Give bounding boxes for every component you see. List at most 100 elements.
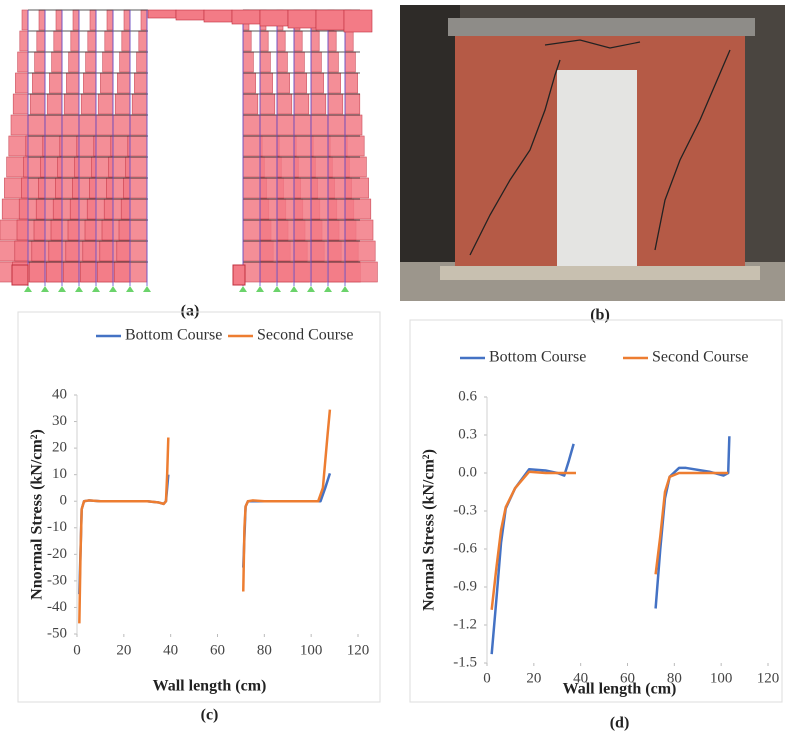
stress-bar bbox=[134, 72, 148, 94]
stress-bar bbox=[293, 30, 303, 52]
stress-bar bbox=[110, 135, 131, 157]
y-tick-label: -0.3 bbox=[453, 502, 477, 518]
base-beam bbox=[440, 266, 760, 280]
stress-bar bbox=[51, 51, 63, 73]
stress-bar bbox=[232, 264, 246, 286]
stress-bar bbox=[344, 261, 378, 283]
stress-bar bbox=[276, 51, 288, 73]
stress-bar bbox=[11, 264, 29, 286]
stress-bar bbox=[93, 135, 114, 157]
stress-bar bbox=[231, 9, 261, 25]
stress-bar bbox=[276, 30, 286, 52]
top-slab bbox=[448, 18, 755, 36]
stress-bar bbox=[42, 135, 63, 157]
stress-bar bbox=[131, 93, 148, 115]
y-tick-label: -0.6 bbox=[453, 540, 477, 556]
stress-bar bbox=[276, 135, 297, 157]
stress-bar bbox=[293, 93, 310, 115]
stress-bar bbox=[344, 72, 358, 94]
stress-bar bbox=[80, 93, 97, 115]
stress-bar bbox=[138, 30, 148, 52]
stress-bar bbox=[70, 30, 80, 52]
x-tick-label: 20 bbox=[116, 642, 131, 658]
x-tick-label: 120 bbox=[347, 642, 370, 658]
stress-bar bbox=[344, 198, 372, 220]
stress-bar bbox=[83, 72, 97, 94]
stress-bar bbox=[259, 93, 276, 115]
support bbox=[58, 286, 66, 292]
y-tick-label: -1.5 bbox=[453, 654, 477, 670]
x-axis-label: Wall length (cm) bbox=[563, 681, 677, 698]
y-tick-label: -20 bbox=[47, 546, 67, 562]
stress-bar bbox=[293, 135, 314, 157]
series-line bbox=[490, 436, 731, 655]
stress-bar bbox=[123, 9, 131, 31]
chart-frame bbox=[409, 319, 783, 703]
support bbox=[24, 286, 32, 292]
x-tick-label: 40 bbox=[573, 670, 588, 686]
legend-label: Second Course bbox=[652, 349, 748, 366]
y-tick-label: 30 bbox=[52, 413, 67, 429]
support bbox=[41, 286, 49, 292]
stress-bar bbox=[32, 72, 46, 94]
x-tick-label: 60 bbox=[210, 642, 225, 658]
support bbox=[239, 286, 247, 292]
stress-bar bbox=[140, 9, 148, 31]
crack bbox=[469, 59, 561, 256]
y-tick-label: 0.6 bbox=[458, 388, 477, 404]
stress-bar bbox=[242, 51, 254, 73]
stress-bar bbox=[112, 114, 131, 136]
support bbox=[290, 286, 298, 292]
stress-bar bbox=[46, 93, 63, 115]
y-tick-label: -10 bbox=[47, 519, 67, 535]
stress-bar bbox=[327, 51, 339, 73]
support bbox=[126, 286, 134, 292]
stress-bar bbox=[344, 114, 363, 136]
stress-bar bbox=[55, 9, 63, 31]
series-line bbox=[78, 472, 332, 595]
chart-caption: (c) bbox=[201, 707, 219, 724]
legend-label: Second Course bbox=[257, 327, 353, 344]
stress-bar bbox=[66, 72, 80, 94]
support bbox=[143, 286, 151, 292]
support bbox=[307, 286, 315, 292]
stress-bar bbox=[129, 114, 148, 136]
stress-bar bbox=[259, 72, 273, 94]
crack bbox=[544, 39, 641, 49]
stress-bar bbox=[104, 30, 114, 52]
stress-bar bbox=[327, 135, 348, 157]
x-tick-label: 120 bbox=[757, 670, 780, 686]
stress-bar bbox=[97, 93, 114, 115]
x-tick-label: 80 bbox=[257, 642, 272, 658]
stress-bar bbox=[310, 114, 329, 136]
stress-bar bbox=[344, 135, 365, 157]
stress-bar bbox=[276, 114, 295, 136]
stress-bar bbox=[344, 93, 361, 115]
stress-bar bbox=[310, 51, 322, 73]
stress-bar bbox=[118, 219, 148, 241]
stress-bar bbox=[114, 261, 148, 283]
stress-bar bbox=[123, 177, 148, 199]
stress-bar bbox=[15, 72, 29, 94]
y-tick-label: -1.2 bbox=[453, 616, 477, 632]
stress-bar bbox=[116, 240, 148, 262]
y-axis-label: Nnormal Stress (kN/cm²) bbox=[29, 429, 46, 600]
stress-bar bbox=[242, 135, 263, 157]
stress-bar bbox=[25, 135, 46, 157]
support bbox=[109, 286, 117, 292]
stress-bar bbox=[125, 156, 148, 178]
stress-bar bbox=[293, 72, 307, 94]
y-tick-label: 0 bbox=[60, 493, 68, 509]
photo-shadow bbox=[400, 5, 460, 265]
stress-bar bbox=[259, 30, 269, 52]
stress-bar bbox=[327, 72, 341, 94]
y-tick-label: -40 bbox=[47, 599, 67, 615]
stress-bar bbox=[106, 9, 114, 31]
support bbox=[75, 286, 83, 292]
stress-bar bbox=[344, 51, 356, 73]
y-tick-label: -50 bbox=[47, 625, 67, 641]
support bbox=[341, 286, 349, 292]
stress-diagram bbox=[0, 9, 378, 292]
x-tick-label: 40 bbox=[163, 642, 178, 658]
stress-bar bbox=[36, 30, 46, 52]
